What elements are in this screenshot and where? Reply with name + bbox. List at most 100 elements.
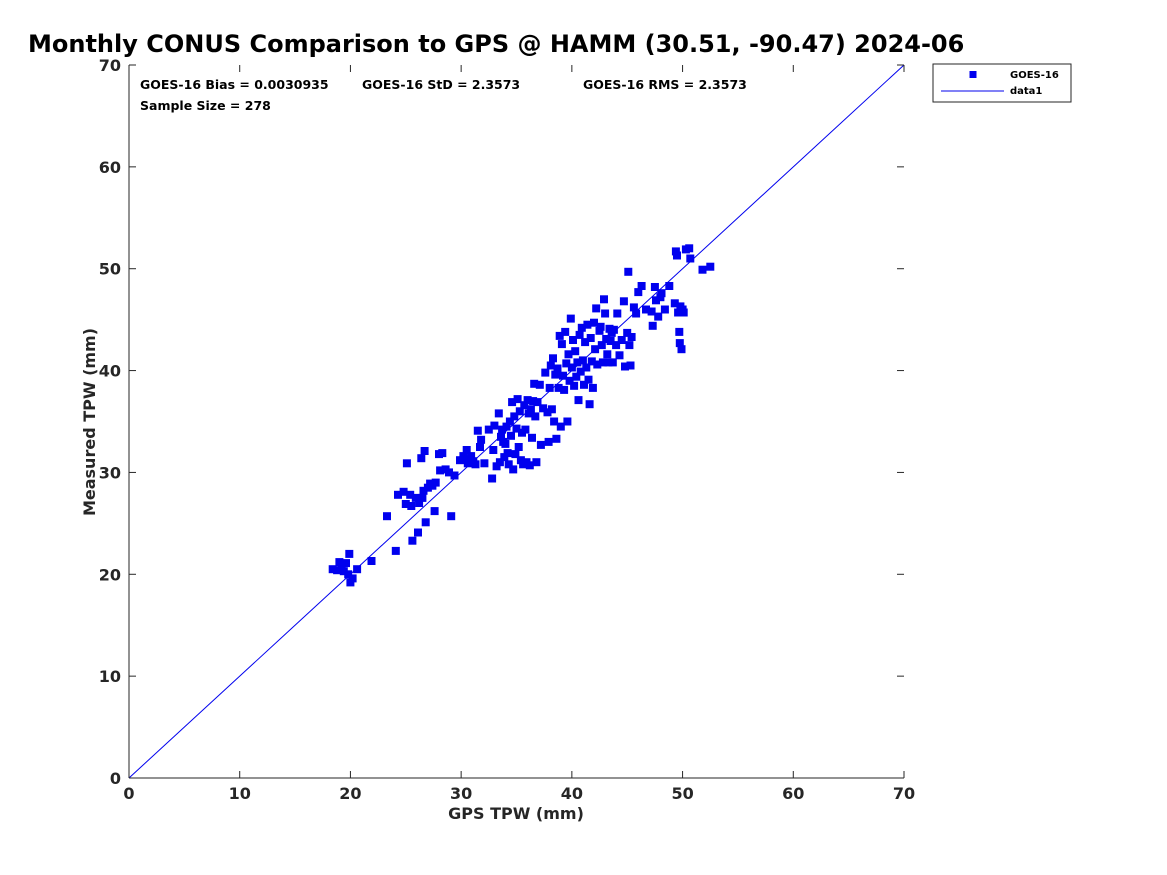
- data-point: [608, 358, 617, 367]
- data-point: [627, 333, 636, 341]
- y-tick-label: 60: [99, 158, 121, 177]
- data-point: [609, 325, 618, 334]
- data-point: [583, 320, 592, 329]
- data-point: [686, 254, 695, 263]
- legend-marker-goes16: [969, 71, 977, 78]
- data-point: [497, 432, 505, 441]
- data-point: [529, 397, 538, 406]
- data-point: [498, 425, 507, 434]
- data-point: [698, 265, 707, 274]
- data-point: [685, 244, 694, 253]
- data-point: [344, 570, 353, 579]
- data-point: [430, 507, 439, 516]
- data-point: [523, 396, 532, 405]
- data-point: [471, 460, 480, 469]
- data-point: [637, 282, 646, 290]
- data-point: [541, 368, 550, 377]
- data-point: [423, 483, 432, 492]
- data-point: [576, 367, 585, 376]
- y-axis-label: Measured TPW (mm): [80, 328, 99, 516]
- data-point: [650, 283, 659, 291]
- x-tick-label: 20: [339, 784, 361, 803]
- data-point: [590, 318, 598, 327]
- rms-stat: GOES-16 RMS = 2.3573: [583, 77, 747, 92]
- data-point: [345, 549, 354, 558]
- y-tick-label: 20: [99, 565, 121, 584]
- data-point: [509, 465, 518, 474]
- y-tick-label: 10: [99, 667, 121, 686]
- data-point: [675, 327, 684, 336]
- data-point: [510, 412, 519, 421]
- data-point: [660, 305, 669, 314]
- data-point: [566, 314, 575, 323]
- data-point: [604, 358, 613, 367]
- x-tick-label: 40: [561, 784, 583, 803]
- data-point: [642, 305, 650, 314]
- data-point: [417, 454, 426, 463]
- data-point: [550, 417, 559, 426]
- data-point: [501, 439, 510, 448]
- data-point: [587, 357, 596, 366]
- x-tick-label: 60: [782, 784, 804, 803]
- data-point: [581, 338, 590, 347]
- data-point: [544, 437, 553, 446]
- data-point: [399, 487, 408, 496]
- data-point: [554, 383, 563, 392]
- data-point: [580, 380, 588, 389]
- data-point: [559, 371, 567, 380]
- x-tick-label: 50: [671, 784, 693, 803]
- data-point: [459, 452, 468, 461]
- data-point: [512, 424, 521, 433]
- chart-title: Monthly CONUS Comparison to GPS @ HAMM (…: [28, 30, 964, 58]
- data-point: [561, 327, 570, 336]
- data-point: [671, 247, 680, 256]
- x-ticks: 0 10 20 30 40 50 60 70: [123, 65, 915, 803]
- data-point: [411, 493, 420, 502]
- data-point: [677, 345, 686, 354]
- data-point: [513, 395, 522, 404]
- legend: GOES-16 data1: [932, 63, 1072, 103]
- data-point: [333, 566, 342, 575]
- data-point: [584, 375, 593, 384]
- data-point: [569, 336, 577, 344]
- data-point: [570, 381, 579, 390]
- data-point: [619, 297, 628, 306]
- data-point: [421, 518, 430, 527]
- data-point: [342, 559, 350, 568]
- data-point: [598, 358, 607, 367]
- data-point: [467, 452, 476, 461]
- data-point: [673, 251, 681, 260]
- data-point: [679, 308, 688, 317]
- y-tick-label: 0: [110, 769, 121, 788]
- data-point: [592, 304, 601, 313]
- data-point: [572, 372, 581, 381]
- data-point: [535, 380, 544, 389]
- data-point: [567, 363, 576, 372]
- data-point: [528, 433, 536, 442]
- data-point: [555, 331, 564, 340]
- data-point: [495, 458, 504, 467]
- data-point: [480, 459, 489, 468]
- data-point: [546, 361, 555, 370]
- data-point: [477, 435, 486, 444]
- x-tick-label: 0: [123, 784, 134, 803]
- data-point: [401, 500, 410, 508]
- data-point: [565, 376, 574, 385]
- legend-box: [932, 63, 1072, 103]
- data-point: [582, 363, 591, 372]
- data-point: [603, 350, 612, 359]
- data-point: [563, 417, 572, 426]
- data-point: [625, 341, 634, 350]
- std-stat: GOES-16 StD = 2.3573: [362, 77, 520, 92]
- data-point: [508, 398, 517, 407]
- data-point: [600, 295, 608, 304]
- data-point: [489, 446, 498, 454]
- data-point: [473, 426, 482, 435]
- data-point: [629, 303, 638, 312]
- y-tick-label: 30: [99, 463, 121, 482]
- data-point: [674, 308, 683, 317]
- data-point: [632, 309, 641, 318]
- data-point: [560, 385, 569, 394]
- data-point: [573, 358, 582, 367]
- data-point: [597, 341, 606, 350]
